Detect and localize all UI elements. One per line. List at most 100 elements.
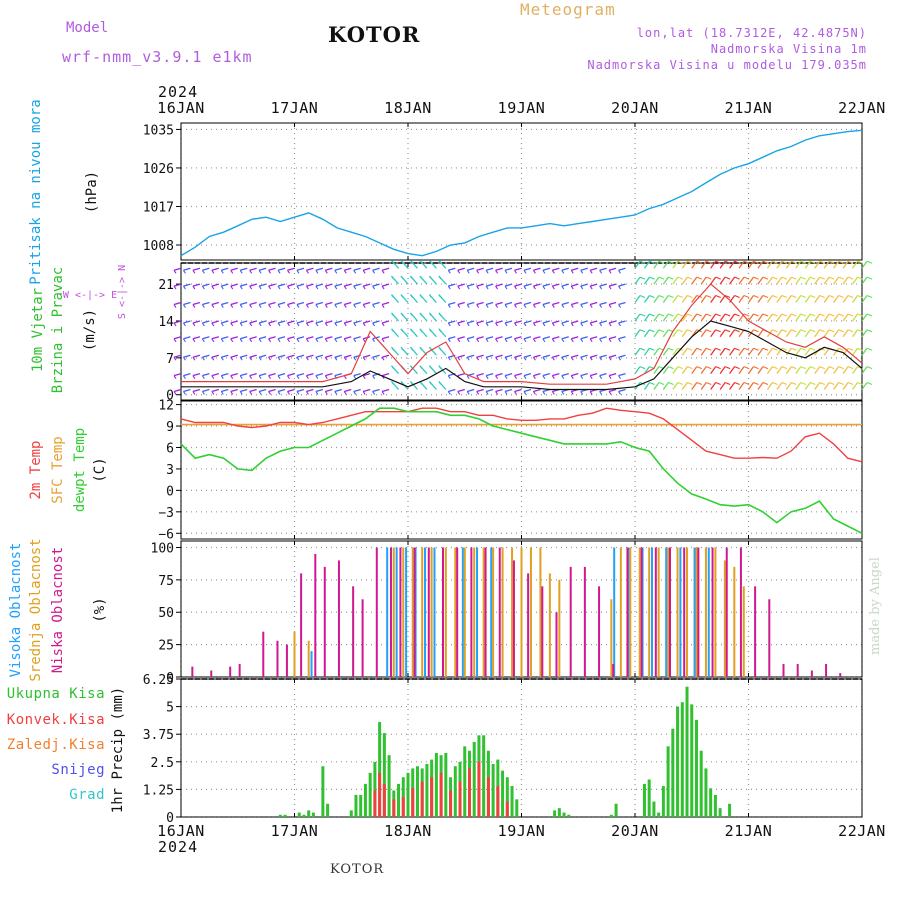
wind-barb-flag xyxy=(211,375,215,379)
wind-barb xyxy=(757,260,764,269)
wind-barb-flag xyxy=(866,260,873,264)
wind-barb-flag xyxy=(743,276,750,280)
wind-barb xyxy=(192,373,201,377)
wind-barb xyxy=(861,329,868,338)
y-tick-label: 0 xyxy=(166,484,174,499)
wind-barb xyxy=(211,336,220,340)
wind-barb-flag xyxy=(810,381,816,385)
wind-barb-flag xyxy=(580,375,584,379)
wind-barb xyxy=(221,283,229,287)
wind-barb-flag xyxy=(608,375,612,379)
cloud-bar-2 xyxy=(527,573,530,677)
wind-barb xyxy=(823,295,830,303)
wind-barb xyxy=(653,329,660,338)
wind-barb xyxy=(653,276,660,285)
wind-barb xyxy=(580,283,588,287)
cloud-bar-1 xyxy=(657,547,660,677)
wind-barb-flag xyxy=(819,347,825,351)
wind-barb-flag xyxy=(438,312,442,317)
wind-barb xyxy=(211,283,220,287)
wind-barb-flag xyxy=(743,313,750,317)
wind-barb-flag xyxy=(258,375,262,379)
wind-barb-flag xyxy=(287,304,290,308)
wind-barb-flag xyxy=(696,381,702,385)
wind-barb xyxy=(729,366,736,375)
wind-barb-flag xyxy=(343,338,347,343)
wind-barb xyxy=(344,336,352,340)
wind-barb-flag xyxy=(428,312,432,317)
cloud-bar-0 xyxy=(490,547,493,677)
y-tick-label: 25 xyxy=(158,639,174,654)
wind-barb-flag xyxy=(649,347,655,351)
wind-barb-flag xyxy=(466,322,470,327)
wind-barb xyxy=(814,366,821,375)
cloud-bar-0 xyxy=(433,547,436,677)
wind-barb-flag xyxy=(781,276,788,280)
wind-barb-flag xyxy=(428,365,432,369)
wind-barb-flag xyxy=(753,295,759,299)
precip-bar-0 xyxy=(472,741,476,817)
wind-barb xyxy=(552,336,560,340)
wind-barb xyxy=(662,347,669,356)
wind-barb-flag xyxy=(838,276,844,280)
precip-bar-1 xyxy=(505,801,509,817)
cloud-bar-0 xyxy=(405,547,408,677)
wind-barb-flag xyxy=(772,295,778,299)
wind-barb xyxy=(372,388,380,393)
wind-barb-flag xyxy=(457,322,461,327)
wind-barb-flag xyxy=(485,338,489,343)
wind-barb-flag xyxy=(192,356,196,361)
wind-barb xyxy=(672,276,679,285)
wind-barb-flag xyxy=(618,269,621,274)
wind-barb-flag xyxy=(658,329,665,333)
precip-bar-0 xyxy=(297,812,301,817)
wind-barb-flag xyxy=(268,338,272,343)
wind-barb-flag xyxy=(372,375,376,379)
wind-barb-flag xyxy=(504,338,508,343)
wind-barb xyxy=(362,301,371,306)
wind-barb-flag xyxy=(315,356,319,361)
cloud-bar-2 xyxy=(683,547,686,677)
wind-barb xyxy=(814,329,821,338)
wind-barb xyxy=(738,329,745,338)
wind-barb xyxy=(476,354,484,358)
wind-barb xyxy=(485,336,494,340)
cloud-bar-2 xyxy=(697,547,700,677)
wind-barb xyxy=(240,373,248,377)
wind-barb xyxy=(561,267,569,271)
wind-barb xyxy=(523,320,532,324)
wind-barb-flag xyxy=(706,329,712,333)
wind-barb xyxy=(268,301,276,306)
wind-barb-flag xyxy=(734,295,740,299)
wind-barb xyxy=(757,347,764,356)
wind-gust-line xyxy=(181,283,863,385)
precip-bar-1 xyxy=(439,772,443,817)
wind-barb-flag xyxy=(668,381,674,385)
cloud-bar-2 xyxy=(598,586,601,677)
wind-barb xyxy=(353,336,361,340)
y-tick-label: 50 xyxy=(158,606,174,621)
wind-barb xyxy=(861,276,868,285)
wind-barb xyxy=(795,276,802,285)
wind-barb xyxy=(672,329,679,338)
wind-barb xyxy=(580,267,588,271)
cloud-bar-0 xyxy=(707,547,710,677)
precip-bar-0 xyxy=(354,794,358,817)
wind-barb-flag xyxy=(438,294,442,298)
wind-barb-flag xyxy=(362,304,366,308)
precip-bar-0 xyxy=(463,746,467,817)
wind-barb xyxy=(202,267,210,271)
wind-barb-flag xyxy=(514,338,517,343)
y-tick-label: 1017 xyxy=(143,200,174,215)
wind-barb xyxy=(561,301,569,306)
cloud-bar-2 xyxy=(810,670,813,677)
wind-barb-flag xyxy=(268,304,272,308)
wind-barb-flag xyxy=(362,285,366,290)
wind-barb xyxy=(467,283,475,287)
wind-barb xyxy=(662,366,669,375)
wind-barb-flag xyxy=(715,329,721,333)
wind-barb-flag xyxy=(353,375,357,379)
wind-barb-flag xyxy=(706,313,712,317)
wind-barb xyxy=(277,320,286,324)
wind-barb-flag xyxy=(800,347,806,351)
